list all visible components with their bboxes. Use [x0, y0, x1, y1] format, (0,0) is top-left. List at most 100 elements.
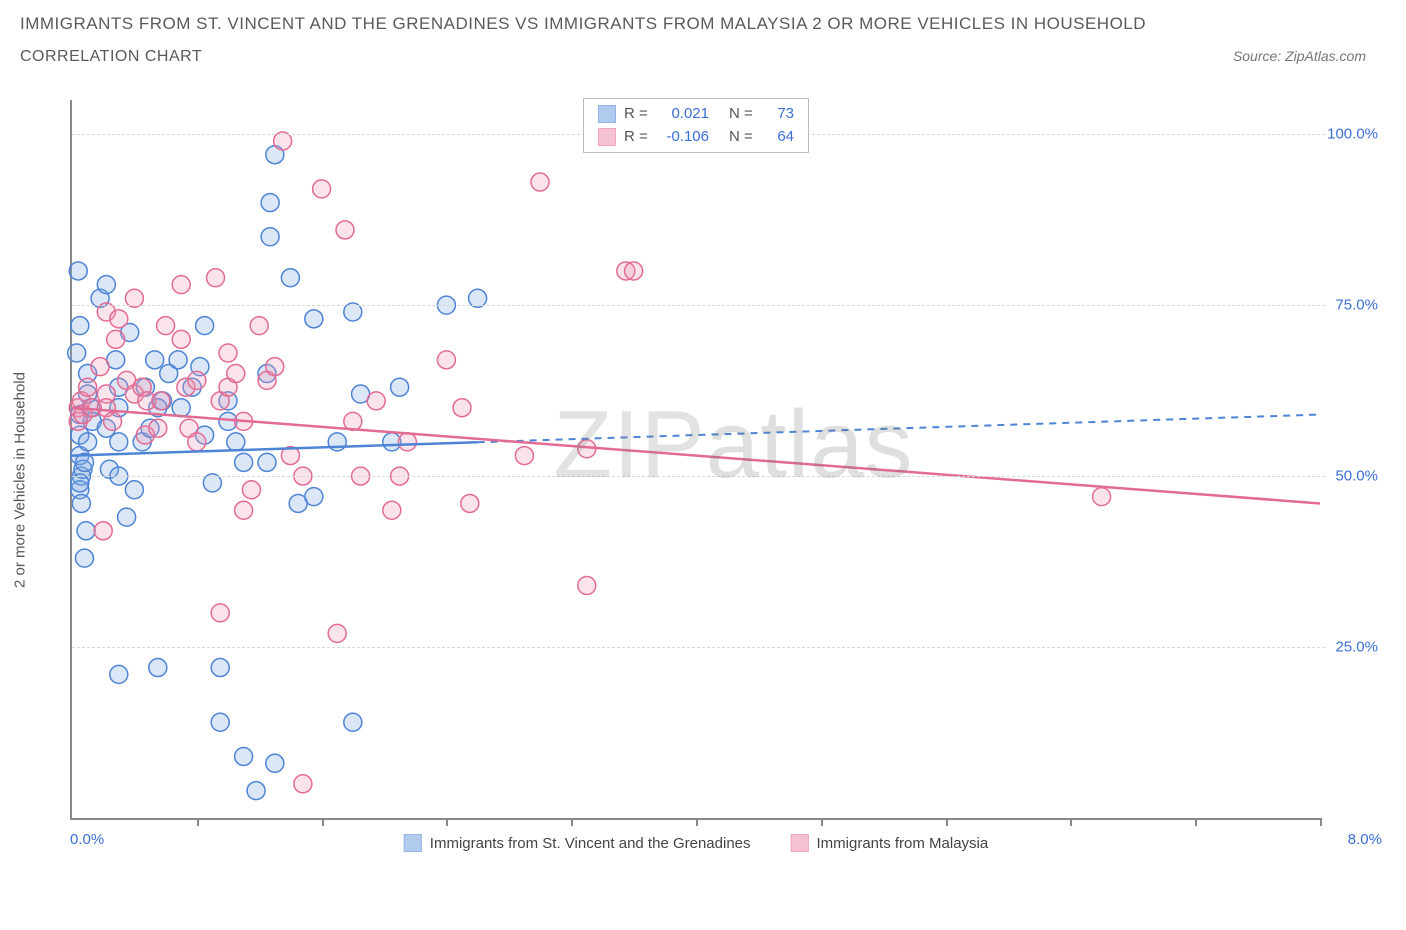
- data-point: [305, 310, 323, 328]
- legend-series: Immigrants from St. Vincent and the Gren…: [404, 834, 988, 852]
- data-point: [125, 481, 143, 499]
- y-tick-label: 25.0%: [1335, 639, 1378, 656]
- legend-n-value: 73: [764, 103, 794, 126]
- data-point: [211, 604, 229, 622]
- data-point: [71, 317, 89, 335]
- legend-r-value: -0.106: [659, 126, 729, 149]
- legend-label: Immigrants from St. Vincent and the Gren…: [430, 835, 751, 852]
- correlation-chart: 2 or more Vehicles in Household R = 0.02…: [50, 100, 1380, 860]
- scatter-layer: [72, 100, 1320, 818]
- data-point: [328, 624, 346, 642]
- data-point: [94, 522, 112, 540]
- y-tick-label: 50.0%: [1335, 468, 1378, 485]
- x-axis-max: 8.0%: [1348, 831, 1382, 848]
- data-point: [157, 317, 175, 335]
- legend-item: Immigrants from St. Vincent and the Gren…: [404, 834, 751, 852]
- data-point: [453, 399, 471, 417]
- data-point: [383, 501, 401, 519]
- y-axis-label: 2 or more Vehicles in Household: [12, 372, 29, 588]
- data-point: [68, 344, 86, 362]
- data-point: [437, 351, 455, 369]
- legend-r-label: R =: [624, 126, 659, 149]
- data-point: [97, 276, 115, 294]
- page-subtitle: CORRELATION CHART: [20, 48, 202, 66]
- data-point: [266, 358, 284, 376]
- data-point: [305, 488, 323, 506]
- legend-n-value: 64: [764, 126, 794, 149]
- legend-swatch: [404, 834, 422, 852]
- data-point: [461, 494, 479, 512]
- data-point: [313, 180, 331, 198]
- data-point: [515, 447, 533, 465]
- data-point: [172, 330, 190, 348]
- plot-region: R = 0.021 N = 73 R = -0.106 N = 64 ZIPat…: [70, 100, 1320, 820]
- data-point: [172, 276, 190, 294]
- x-axis-min: 0.0%: [70, 831, 104, 848]
- legend-n-label: N =: [729, 103, 764, 126]
- data-point: [77, 522, 95, 540]
- legend-item: Immigrants from Malaysia: [791, 834, 989, 852]
- data-point: [211, 713, 229, 731]
- data-point: [72, 494, 90, 512]
- data-point: [235, 747, 253, 765]
- data-point: [188, 433, 206, 451]
- legend-stats: R = 0.021 N = 73 R = -0.106 N = 64: [583, 98, 809, 153]
- data-point: [1093, 488, 1111, 506]
- data-point: [281, 269, 299, 287]
- data-point: [227, 433, 245, 451]
- data-point: [149, 659, 167, 677]
- legend-label: Immigrants from Malaysia: [817, 835, 989, 852]
- data-point: [79, 433, 97, 451]
- page-title: IMMIGRANTS FROM ST. VINCENT AND THE GREN…: [20, 14, 1386, 34]
- data-point: [188, 371, 206, 389]
- data-point: [110, 433, 128, 451]
- legend-r-value: 0.021: [659, 103, 729, 126]
- data-point: [261, 194, 279, 212]
- data-point: [531, 173, 549, 191]
- data-point: [172, 399, 190, 417]
- data-point: [242, 481, 260, 499]
- data-point: [207, 269, 225, 287]
- data-point: [152, 392, 170, 410]
- legend-stats-row: R = 0.021 N = 73: [598, 103, 794, 126]
- data-point: [258, 453, 276, 471]
- y-tick-label: 75.0%: [1335, 297, 1378, 314]
- data-point: [235, 453, 253, 471]
- data-point: [91, 358, 109, 376]
- data-point: [110, 665, 128, 683]
- data-point: [69, 262, 87, 280]
- data-point: [391, 378, 409, 396]
- data-point: [146, 351, 164, 369]
- data-point: [344, 713, 362, 731]
- data-point: [261, 228, 279, 246]
- data-point: [75, 549, 93, 567]
- data-point: [336, 221, 354, 239]
- data-point: [235, 501, 253, 519]
- legend-swatch: [598, 128, 616, 146]
- data-point: [266, 754, 284, 772]
- data-point: [196, 317, 214, 335]
- y-tick-label: 100.0%: [1327, 126, 1378, 143]
- data-point: [219, 344, 237, 362]
- data-point: [625, 262, 643, 280]
- legend-swatch: [791, 834, 809, 852]
- data-point: [79, 378, 97, 396]
- data-point: [227, 365, 245, 383]
- data-point: [250, 317, 268, 335]
- data-point: [398, 433, 416, 451]
- data-point: [149, 419, 167, 437]
- data-point: [247, 782, 265, 800]
- data-point: [367, 392, 385, 410]
- data-point: [294, 775, 312, 793]
- legend-stats-row: R = -0.106 N = 64: [598, 126, 794, 149]
- data-point: [578, 577, 596, 595]
- data-point: [211, 659, 229, 677]
- source-label: Source: ZipAtlas.com: [1233, 48, 1386, 64]
- data-point: [107, 330, 125, 348]
- legend-n-label: N =: [729, 126, 764, 149]
- data-point: [104, 412, 122, 430]
- data-point: [169, 351, 187, 369]
- data-point: [118, 508, 136, 526]
- data-point: [110, 310, 128, 328]
- legend-swatch: [598, 105, 616, 123]
